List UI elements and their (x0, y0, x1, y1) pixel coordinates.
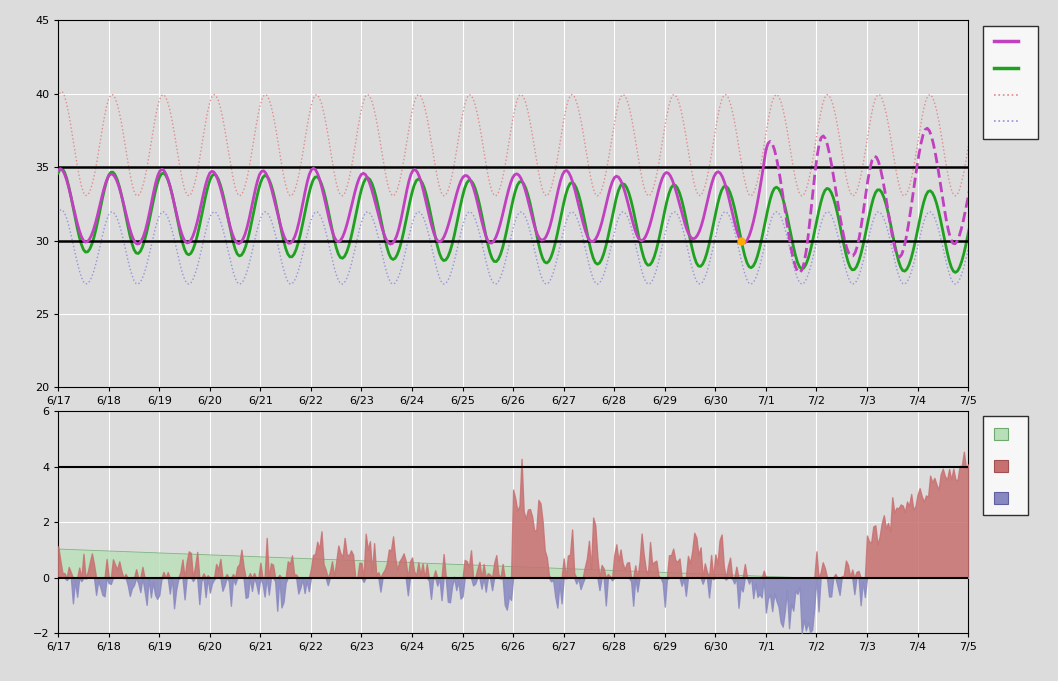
Legend: , , , : , , , (983, 26, 1038, 139)
Legend: , , : , , (983, 417, 1028, 515)
